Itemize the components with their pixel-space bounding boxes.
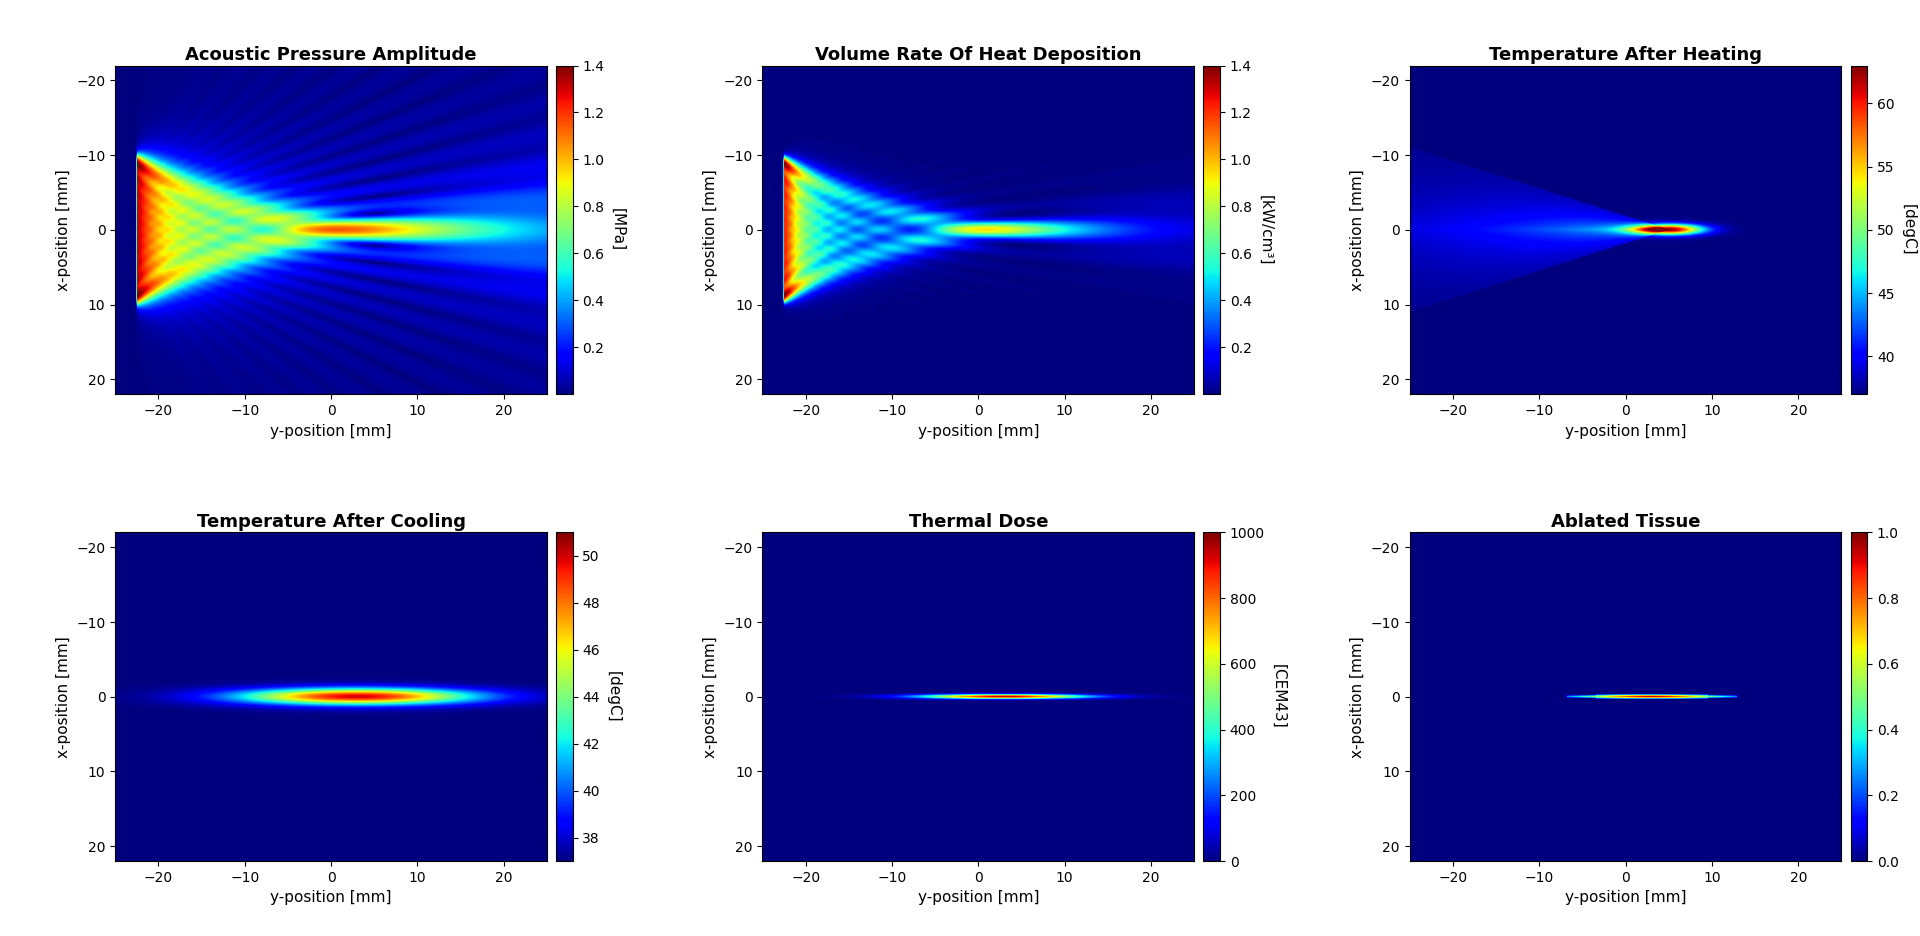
Y-axis label: [degC]: [degC] <box>607 671 620 723</box>
Y-axis label: x-position [mm]: x-position [mm] <box>1350 169 1365 291</box>
Title: Temperature After Cooling: Temperature After Cooling <box>196 513 467 531</box>
Y-axis label: [degC]: [degC] <box>1901 204 1916 256</box>
Y-axis label: x-position [mm]: x-position [mm] <box>703 636 718 757</box>
Y-axis label: x-position [mm]: x-position [mm] <box>703 169 718 291</box>
X-axis label: y-position [mm]: y-position [mm] <box>271 424 392 439</box>
Title: Temperature After Heating: Temperature After Heating <box>1490 46 1763 64</box>
Title: Ablated Tissue: Ablated Tissue <box>1551 513 1701 531</box>
Y-axis label: x-position [mm]: x-position [mm] <box>1350 636 1365 757</box>
Title: Thermal Dose: Thermal Dose <box>908 513 1048 531</box>
Title: Acoustic Pressure Amplitude: Acoustic Pressure Amplitude <box>186 46 476 64</box>
Y-axis label: x-position [mm]: x-position [mm] <box>56 636 71 757</box>
X-axis label: y-position [mm]: y-position [mm] <box>1565 424 1686 439</box>
Title: Volume Rate Of Heat Deposition: Volume Rate Of Heat Deposition <box>816 46 1142 64</box>
Y-axis label: x-position [mm]: x-position [mm] <box>56 169 71 291</box>
X-axis label: y-position [mm]: y-position [mm] <box>1565 890 1686 905</box>
X-axis label: y-position [mm]: y-position [mm] <box>271 890 392 905</box>
X-axis label: y-position [mm]: y-position [mm] <box>918 424 1039 439</box>
Y-axis label: [MPa]: [MPa] <box>611 209 626 252</box>
Y-axis label: [kW/cm³]: [kW/cm³] <box>1258 195 1273 265</box>
Y-axis label: [CEM43]: [CEM43] <box>1271 665 1286 729</box>
X-axis label: y-position [mm]: y-position [mm] <box>918 890 1039 905</box>
